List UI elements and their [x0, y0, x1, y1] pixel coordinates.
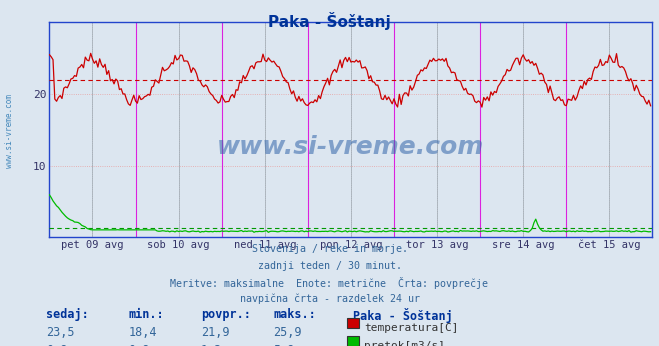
Text: Meritve: maksimalne  Enote: metrične  Črta: povprečje: Meritve: maksimalne Enote: metrične Črta… — [171, 277, 488, 289]
Text: Paka - Šoštanj: Paka - Šoštanj — [268, 12, 391, 30]
Text: Paka - Šoštanj: Paka - Šoštanj — [353, 308, 452, 323]
Text: 18,4: 18,4 — [129, 326, 157, 339]
Text: sedaj:: sedaj: — [46, 308, 89, 321]
Text: www.si-vreme.com: www.si-vreme.com — [217, 135, 484, 159]
Text: 25,9: 25,9 — [273, 326, 302, 339]
Text: pretok[m3/s]: pretok[m3/s] — [364, 341, 445, 346]
Text: 21,9: 21,9 — [201, 326, 229, 339]
Text: maks.:: maks.: — [273, 308, 316, 321]
Text: temperatura[C]: temperatura[C] — [364, 323, 459, 333]
Text: 1,2: 1,2 — [201, 344, 222, 346]
Text: 23,5: 23,5 — [46, 326, 74, 339]
Text: povpr.:: povpr.: — [201, 308, 251, 321]
Text: www.si-vreme.com: www.si-vreme.com — [5, 94, 14, 169]
Text: 0,8: 0,8 — [46, 344, 67, 346]
Text: min.:: min.: — [129, 308, 164, 321]
Text: zadnji teden / 30 minut.: zadnji teden / 30 minut. — [258, 261, 401, 271]
Text: navpična črta - razdelek 24 ur: navpična črta - razdelek 24 ur — [239, 294, 420, 304]
Text: Slovenija / reke in morje.: Slovenija / reke in morje. — [252, 244, 407, 254]
Text: 5,9: 5,9 — [273, 344, 295, 346]
Text: 0,8: 0,8 — [129, 344, 150, 346]
